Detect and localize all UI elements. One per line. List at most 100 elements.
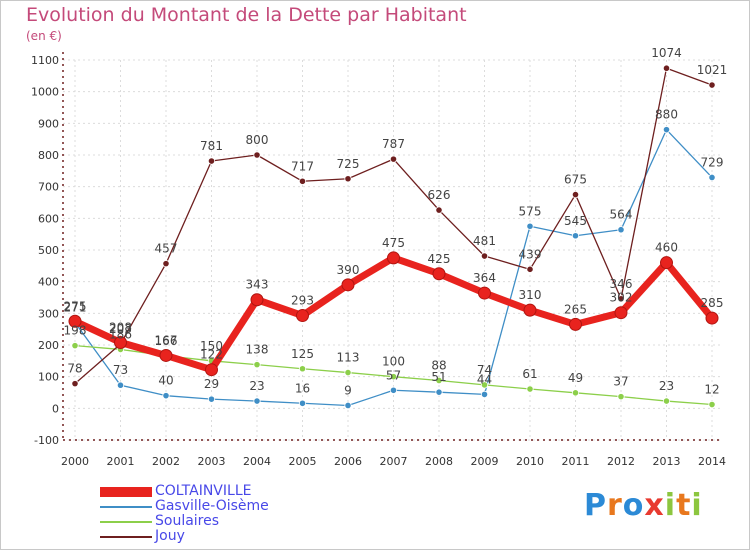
data-label-soulaires-2005: 125 [291, 347, 314, 361]
data-label-gasville-ois-me-2002: 40 [158, 374, 173, 388]
legend-label-coltainville: COLTAINVILLE [155, 483, 252, 499]
data-label-jouy-2012: 346 [610, 277, 633, 291]
point-gasville-ois-me-2008 [435, 388, 443, 396]
point-jouy-2007 [389, 155, 398, 163]
point-gasville-ois-me-2005 [298, 399, 307, 407]
logo-letter: o [622, 488, 645, 523]
logo-letter: i [664, 488, 677, 523]
data-label-coltainville-2006: 390 [337, 263, 360, 277]
point-soulaires-2008 [435, 376, 443, 385]
data-label-coltainville-2004: 343 [246, 278, 269, 292]
point-gasville-ois-me-2003 [207, 395, 216, 403]
point-jouy-2002 [162, 260, 170, 268]
x-tick-label-13: 2013 [653, 455, 681, 468]
point-coltainville-2012 [614, 306, 628, 320]
data-label-soulaires-2003: 150 [200, 339, 223, 353]
proxiti-logo: Proxiti [584, 488, 703, 523]
point-coltainville-2010 [523, 303, 537, 317]
data-label-coltainville-2005: 293 [291, 294, 314, 308]
point-jouy-2013 [662, 64, 671, 72]
data-label-soulaires-2011: 49 [568, 371, 583, 385]
data-label-coltainville-2011: 265 [564, 302, 587, 316]
point-soulaires-2005 [298, 365, 307, 373]
x-tick-label-6: 2006 [334, 455, 362, 468]
point-soulaires-2011 [571, 389, 580, 397]
data-label-coltainville-2008: 425 [428, 252, 451, 266]
data-label-soulaires-2006: 113 [337, 351, 360, 365]
legend-swatch-jouy [100, 536, 152, 538]
legend-label-gasville-ois-me: Gasville-Oisème [155, 498, 269, 514]
point-jouy-2010 [526, 265, 534, 273]
data-label-gasville-ois-me-2007: 57 [386, 368, 401, 382]
data-label-soulaires-2001: 186 [109, 327, 132, 341]
data-label-soulaires-2014: 12 [704, 383, 719, 397]
point-coltainville-2003 [205, 363, 218, 377]
point-soulaires-2006 [344, 368, 352, 377]
logo-letter: r [607, 488, 623, 523]
y-tick-label-11: 1000 [31, 86, 59, 99]
data-label-gasville-ois-me-2013: 880 [655, 108, 678, 122]
data-label-jouy-2007: 787 [382, 137, 405, 151]
y-tick-label-9: 800 [38, 149, 59, 162]
point-jouy-2012 [617, 295, 625, 303]
point-gasville-ois-me-2006 [344, 401, 352, 410]
y-tick-label-1: 0 [52, 402, 59, 415]
point-soulaires-2007 [389, 373, 398, 381]
data-label-gasville-ois-me-2010: 575 [519, 204, 542, 218]
point-gasville-ois-me-2013 [662, 126, 671, 134]
y-tick-label-2: 100 [38, 371, 59, 384]
x-tick-label-4: 2004 [243, 455, 271, 468]
point-coltainville-2005 [296, 309, 309, 323]
y-tick-label-3: 200 [38, 339, 59, 352]
chart-unit: (en €) [26, 29, 62, 43]
data-label-soulaires-2004: 138 [246, 343, 269, 357]
logo-letter: t [676, 488, 692, 523]
data-label-coltainville-2007: 475 [382, 236, 405, 250]
x-tick-label-12: 2012 [607, 455, 635, 468]
data-label-coltainville-2000: 275 [64, 299, 87, 313]
data-label-coltainville-2012: 302 [610, 291, 633, 305]
point-coltainville-2006 [341, 278, 355, 292]
data-label-jouy-2006: 725 [337, 157, 360, 171]
point-gasville-ois-me-2009 [480, 390, 489, 398]
data-label-soulaires-2007: 100 [382, 355, 405, 369]
point-coltainville-2002 [159, 348, 173, 362]
data-label-jouy-2005: 717 [291, 159, 314, 173]
data-label-jouy-2008: 626 [428, 188, 451, 202]
point-jouy-2003 [207, 157, 216, 165]
point-jouy-2005 [298, 177, 307, 185]
point-soulaires-2009 [480, 381, 489, 389]
point-gasville-ois-me-2010 [526, 222, 534, 230]
data-label-coltainville-2013: 460 [655, 241, 678, 255]
data-label-soulaires-2002: 166 [155, 334, 178, 348]
data-label-gasville-ois-me-2004: 23 [249, 379, 264, 393]
point-coltainville-2008 [432, 267, 446, 281]
data-label-gasville-ois-me-2005: 16 [295, 381, 310, 395]
point-gasville-ois-me-2007 [389, 386, 398, 394]
y-tick-label-8: 700 [38, 181, 59, 194]
legend-swatch-coltainville [100, 487, 152, 497]
point-coltainville-2001 [114, 335, 127, 349]
y-tick-label-10: 900 [38, 117, 59, 130]
x-tick-label-10: 2010 [516, 455, 544, 468]
point-jouy-2008 [435, 206, 443, 214]
data-label-soulaires-2012: 37 [613, 375, 628, 389]
point-jouy-2006 [344, 175, 352, 183]
data-label-coltainville-2014: 285 [701, 296, 724, 310]
point-jouy-2004 [253, 151, 261, 159]
data-label-jouy-2002: 457 [155, 242, 178, 256]
point-soulaires-2013 [662, 397, 671, 405]
data-label-jouy-2009: 481 [473, 234, 496, 248]
data-label-coltainville-2010: 310 [519, 288, 542, 302]
x-tick-label-8: 2008 [425, 455, 453, 468]
x-tick-label-11: 2011 [562, 455, 590, 468]
data-label-gasville-ois-me-2009: 44 [477, 372, 492, 386]
data-label-jouy-2011: 675 [564, 173, 587, 187]
point-gasville-ois-me-2012 [617, 226, 625, 234]
x-tick-label-2: 2002 [152, 455, 180, 468]
point-soulaires-2012 [617, 393, 625, 401]
legend-label-soulaires: Soulaires [155, 513, 220, 529]
y-tick-label-0: -100 [34, 434, 59, 447]
point-jouy-2014 [708, 81, 716, 89]
